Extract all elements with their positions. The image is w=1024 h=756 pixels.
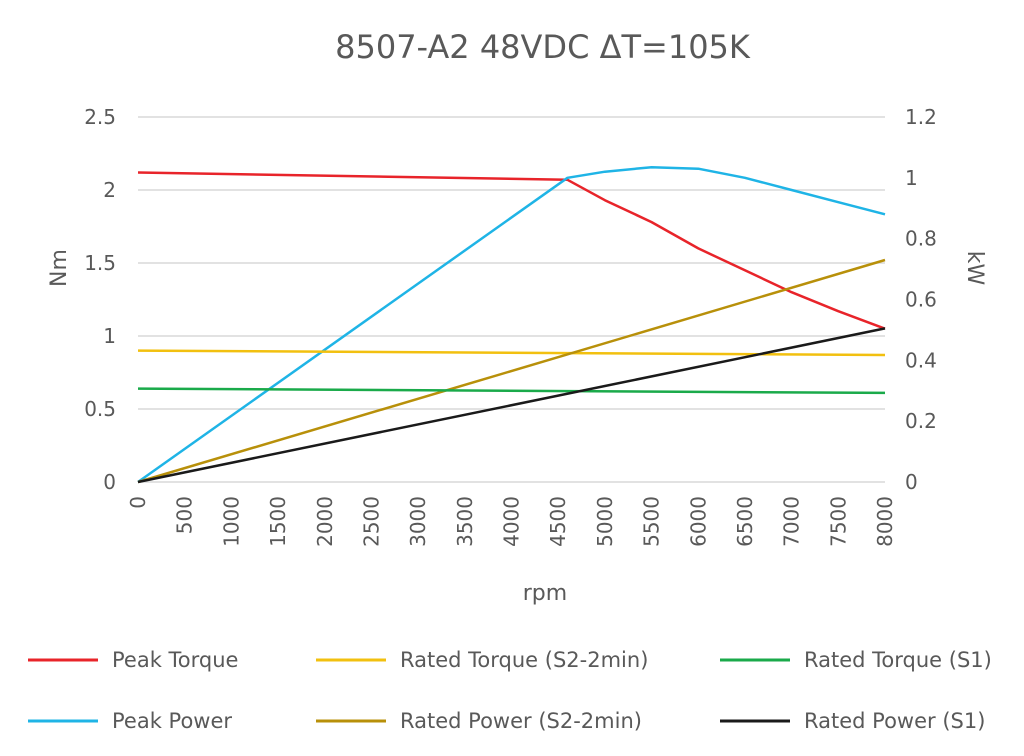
series-line-peak-power <box>137 165 886 484</box>
y-left-ticks: 0 0.5 1 1.5 2 2.5 <box>84 105 116 494</box>
series-line-rated-power-s1 <box>137 327 886 484</box>
series-line-rated-torque-s1 <box>137 387 886 395</box>
legend: Peak Torque Rated Torque (S2-2min) Rated T… <box>28 648 992 733</box>
y-left-axis-title: Nm <box>47 249 72 287</box>
x-tick-label: 0 <box>126 496 150 509</box>
y-right-tick-label: 0.2 <box>905 409 937 433</box>
y-right-tick-label: 0.6 <box>905 288 937 312</box>
y-right-tick-label: 0.4 <box>905 348 937 372</box>
y-left-tick-label: 2 <box>103 178 116 202</box>
y-right-tick-label: 0.8 <box>905 227 937 251</box>
y-right-tick-label: 1 <box>905 166 918 190</box>
y-right-ticks: 0 0.2 0.4 0.6 0.8 1 1.2 <box>905 105 937 494</box>
legend-label: Rated Power (S1) <box>804 709 985 733</box>
y-left-tick-label: 1.5 <box>84 251 116 275</box>
x-tick-label: 7500 <box>826 496 850 547</box>
legend-label: Peak Power <box>112 709 232 733</box>
x-tick-label: 3000 <box>406 496 430 547</box>
x-axis-title: rpm <box>523 581 567 606</box>
chart-title: 8507-A2 48VDC ΔT=105K <box>335 28 750 66</box>
x-tick-label: 5000 <box>593 496 617 547</box>
y-left-tick-label: 1 <box>103 324 116 348</box>
series-line-rated-power-s2-2min <box>137 258 886 484</box>
grid-lines <box>138 116 885 483</box>
y-right-tick-label: 1.2 <box>905 105 937 129</box>
y-right-tick-label: 0 <box>905 470 918 494</box>
legend-label: Rated Torque (S2-2min) <box>400 648 648 672</box>
x-tick-label: 2500 <box>359 496 383 547</box>
x-tick-label: 4500 <box>546 496 570 547</box>
legend-label: Peak Torque <box>112 648 238 672</box>
y-left-tick-label: 0 <box>103 470 116 494</box>
x-tick-label: 2000 <box>313 496 337 547</box>
x-tick-label: 1000 <box>219 496 243 547</box>
x-tick-label: 500 <box>173 496 197 534</box>
series-line-peak-torque <box>137 171 886 330</box>
y-left-tick-label: 2.5 <box>84 105 116 129</box>
y-left-tick-label: 0.5 <box>84 397 116 421</box>
legend-label: Rated Torque (S1) <box>804 648 992 672</box>
y-right-axis-title: kW <box>962 251 987 286</box>
x-ticks: 0 500 1000 1500 2000 2500 3000 3500 4000 4500 5000… <box>126 496 897 547</box>
series-layer <box>137 165 886 484</box>
x-tick-label: 6500 <box>733 496 757 547</box>
x-tick-label: 6000 <box>686 496 710 547</box>
x-tick-label: 7000 <box>780 496 804 547</box>
x-tick-label: 5500 <box>640 496 664 547</box>
legend-label: Rated Power (S2-2min) <box>400 709 642 733</box>
x-tick-label: 4000 <box>500 496 524 547</box>
x-tick-label: 1500 <box>266 496 290 547</box>
x-tick-label: 8000 <box>873 496 897 547</box>
x-tick-label: 3500 <box>453 496 477 547</box>
